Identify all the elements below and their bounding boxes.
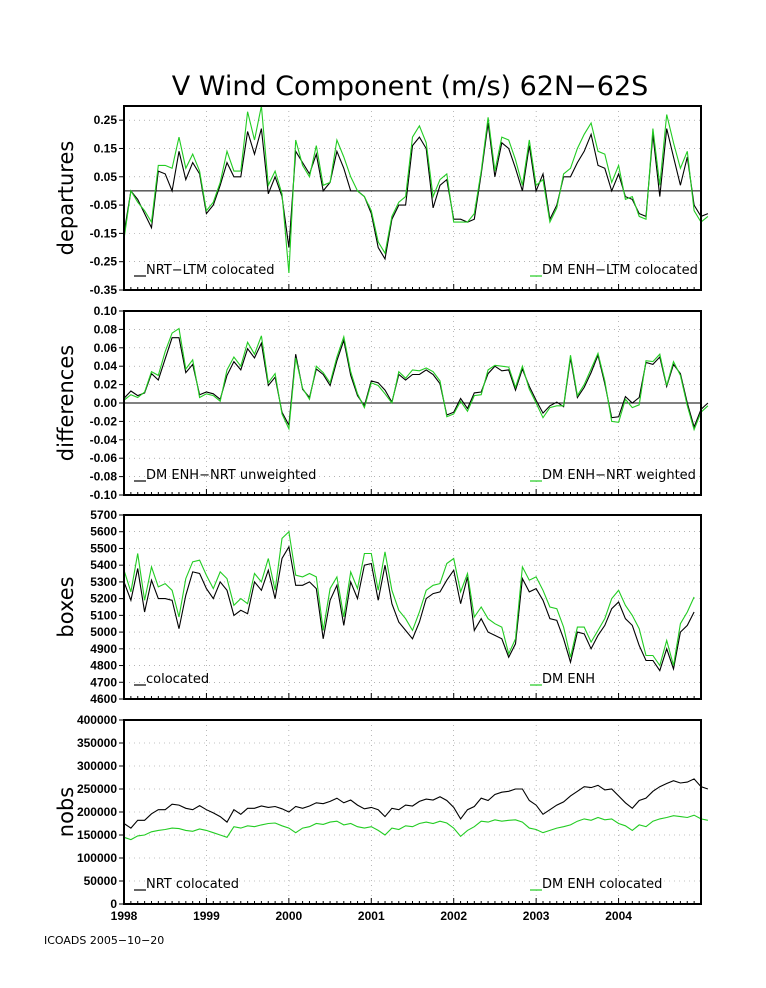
y-tick-label: 0.15 xyxy=(94,141,118,155)
series-line-black xyxy=(123,337,709,429)
y-tick-label: -0.35 xyxy=(90,283,118,297)
y-tick-label: 5100 xyxy=(90,608,117,622)
y-tick-label: 150000 xyxy=(77,828,117,842)
y-tick-label: 50000 xyxy=(84,874,118,888)
panel-differences: 0.10 0.08 0.06 0.04 0.02 0.00 -0.02 -0.04 -0.06 -… xyxy=(54,304,709,502)
series-line-green xyxy=(123,530,695,667)
legend-label: DM ENH colocated xyxy=(542,877,662,892)
y-tick-label: 0.25 xyxy=(94,113,118,127)
y-tick-label: 100000 xyxy=(77,851,117,865)
y-tick-label: 4700 xyxy=(90,675,117,689)
series-line-black xyxy=(123,122,709,261)
x-tick-label: 2001 xyxy=(358,909,385,923)
legend-label: DM ENH−NRT unweighted xyxy=(146,468,316,483)
legend-label: colocated xyxy=(146,672,209,687)
x-tick-label: 2003 xyxy=(523,909,550,923)
legend-label: NRT colocated xyxy=(146,877,239,892)
y-tick-label: 200000 xyxy=(77,805,117,819)
series-line-green xyxy=(123,105,709,274)
y-axis-label: boxes xyxy=(54,576,78,637)
y-tick-label: 4800 xyxy=(90,659,117,673)
series-line-green xyxy=(123,327,709,432)
y-tick-label: 0.05 xyxy=(94,170,118,184)
panel-nobs: 400000 350000 300000 250000 200000 150000 1000… xyxy=(54,713,709,923)
chart-panels: 0.25 0.15 0.05 -0.05 -0.15 -0.25 -0.35 NRT−LTM … xyxy=(54,105,709,923)
y-tick-label: 5000 xyxy=(90,625,117,639)
y-tick-label: -0.10 xyxy=(90,488,118,502)
legend-label: DM ENH−NRT weighted xyxy=(542,468,696,483)
y-tick-label: 400000 xyxy=(77,713,117,727)
y-tick-label: 5200 xyxy=(90,592,117,606)
series-line-black xyxy=(123,778,709,829)
y-tick-label: -0.05 xyxy=(90,198,118,212)
y-tick-label: -0.08 xyxy=(90,470,118,484)
legend-label: DM ENH xyxy=(542,672,595,687)
x-tick-label: 2002 xyxy=(440,909,467,923)
y-tick-label: 0.04 xyxy=(94,359,118,373)
series-line-green xyxy=(123,814,709,841)
y-tick-label: 0.08 xyxy=(94,322,118,336)
panel-frame xyxy=(123,719,702,905)
y-tick-label: 0.00 xyxy=(94,396,118,410)
legend-label: DM ENH−LTM colocated xyxy=(542,263,698,278)
y-tick-label: 5700 xyxy=(90,508,117,522)
y-tick-label: 0.10 xyxy=(94,304,118,318)
series-line-black xyxy=(123,545,695,672)
panel-frame xyxy=(123,514,702,700)
y-tick-label: 250000 xyxy=(77,782,117,796)
panel-frame xyxy=(123,310,702,496)
x-tick-label: 2000 xyxy=(276,909,303,923)
y-tick-label: 4600 xyxy=(90,692,117,706)
y-tick-label: -0.06 xyxy=(90,451,118,465)
panel-boxes: 5700 5600 5500 5400 5300 5200 5100 5000 4900 4800… xyxy=(54,508,702,706)
y-tick-label: 0.02 xyxy=(94,378,118,392)
y-tick-label: 350000 xyxy=(77,736,117,750)
y-tick-label: 5300 xyxy=(90,575,117,589)
y-tick-label: -0.04 xyxy=(90,433,118,447)
y-tick-label: -0.02 xyxy=(90,414,118,428)
y-tick-label: 5600 xyxy=(90,525,117,539)
y-axis-label: differences xyxy=(54,345,78,461)
panel-frame xyxy=(123,105,702,291)
y-tick-label: 0 xyxy=(110,897,117,911)
x-tick-label: 2004 xyxy=(605,909,632,923)
footer-label: ICOADS 2005−10−20 xyxy=(44,934,164,947)
panel-departures: 0.25 0.15 0.05 -0.05 -0.15 -0.25 -0.35 NRT−LTM … xyxy=(54,105,709,297)
chart-title: V Wind Component (m/s) 62N−62S xyxy=(172,71,649,102)
y-tick-label: 300000 xyxy=(77,759,117,773)
y-tick-label: 5500 xyxy=(90,541,117,555)
y-axis-label: departures xyxy=(54,141,78,256)
y-tick-label: -0.15 xyxy=(90,226,118,240)
legend-label: NRT−LTM colocated xyxy=(146,263,275,278)
y-tick-label: 4900 xyxy=(90,642,117,656)
x-tick-label: 1998 xyxy=(111,909,138,923)
x-tick-label: 1999 xyxy=(193,909,220,923)
y-tick-label: -0.25 xyxy=(90,255,118,269)
y-axis-label: nobs xyxy=(54,787,78,837)
y-tick-label: 0.06 xyxy=(94,341,118,355)
y-tick-label: 5400 xyxy=(90,558,117,572)
